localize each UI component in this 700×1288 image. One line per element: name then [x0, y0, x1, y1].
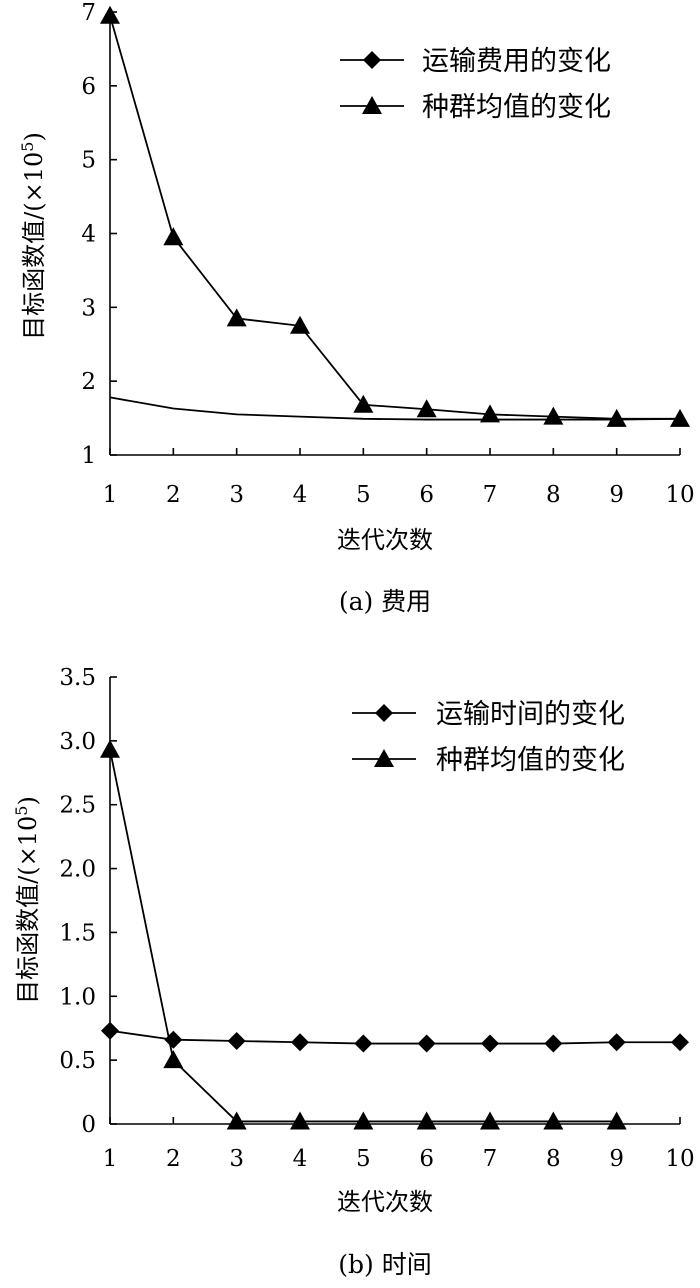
- series-1-point: [417, 1034, 436, 1053]
- series-1-point: [607, 1033, 626, 1052]
- x-tick-label: 4: [293, 482, 308, 508]
- legend-diamond-marker: [375, 704, 393, 722]
- x-tick-label: 2: [166, 482, 181, 508]
- series-2-point: [480, 1111, 500, 1130]
- y-tick-label: 0: [81, 1112, 96, 1138]
- x-axis-label: 迭代次数: [337, 1188, 433, 1216]
- series-2-point: [163, 227, 184, 246]
- series-1: [109, 396, 681, 421]
- x-tick-label: 2: [166, 1146, 181, 1172]
- x-tick-label: 10: [665, 1146, 694, 1172]
- x-tick-label: 6: [419, 482, 434, 508]
- x-tick-label: 9: [609, 482, 624, 508]
- legend-diamond-marker: [363, 51, 381, 69]
- legend-entry: 种群均值的变化: [422, 92, 611, 123]
- x-tick-label: 9: [609, 1146, 624, 1172]
- series-1-line: [109, 1029, 680, 1045]
- series-2-line: [109, 15, 680, 420]
- series-2-point: [543, 406, 564, 425]
- chart-caption: (a) 费用: [339, 587, 431, 616]
- series-2-point: [353, 1111, 374, 1130]
- series-2-point: [226, 1111, 247, 1130]
- y-axis-label-close: ): [20, 132, 48, 141]
- y-axis-label: 目标函数值/(×105): [18, 132, 48, 340]
- legend-entry: 运输费用的变化: [422, 46, 611, 77]
- y-axis-label: 目标函数值/(×105): [12, 796, 42, 1004]
- x-tick-label: 7: [483, 1146, 498, 1172]
- y-tick-label: 6: [81, 74, 96, 100]
- y-axis-label-exponent: 5: [18, 142, 37, 152]
- series-1-point: [227, 1031, 246, 1050]
- legend-entry: 种群均值的变化: [436, 745, 625, 776]
- series-2-point: [226, 308, 247, 327]
- chart-caption: (b) 时间: [338, 1250, 431, 1279]
- y-tick-label: 3.0: [59, 729, 96, 755]
- x-tick-label: 7: [483, 482, 498, 508]
- series-1-line: [109, 396, 681, 421]
- series-1-point: [101, 1021, 119, 1040]
- series-2: [100, 5, 690, 427]
- y-tick-label: 2: [81, 369, 96, 395]
- y-tick-label: 3: [81, 295, 96, 321]
- series-2-point: [290, 315, 310, 334]
- series-2-point: [163, 1050, 184, 1069]
- y-tick-label: 4: [81, 222, 96, 248]
- y-tick-label: 5: [81, 148, 96, 174]
- series-1-point: [354, 1034, 373, 1053]
- x-tick-label: 3: [229, 482, 244, 508]
- series-2-point: [416, 1111, 437, 1130]
- series-2-point: [100, 5, 120, 24]
- series-1-point: [291, 1033, 309, 1052]
- series-2-point: [606, 1111, 627, 1130]
- x-tick-label: 3: [229, 1146, 244, 1172]
- legend-triangle-marker: [374, 749, 394, 767]
- x-tick-label: 4: [293, 1146, 308, 1172]
- x-tick-label: 1: [103, 482, 118, 508]
- y-tick-label: 2.5: [59, 793, 96, 819]
- y-tick-label: 1: [81, 443, 96, 469]
- y-tick-label: 2.0: [59, 857, 96, 883]
- y-tick-label: 0.5: [59, 1048, 96, 1074]
- chart-2: 0 0.5 1.0 1.5 2.0 2.5 3.0 3.5 1 2 3 4 5 6 7 8 9 10 运输时间的变化…: [12, 665, 695, 1279]
- series-2: [100, 739, 627, 1130]
- series-2-line: [109, 749, 617, 1123]
- x-axis-label: 迭代次数: [337, 526, 433, 554]
- chart-1: 1 2 3 4 5 6 7 1 2 3 4 5 6 7 8 9 10 运输费用的变化种群均值的变化目标函数值/(×…: [18, 0, 695, 616]
- legend-entry: 运输时间的变化: [436, 699, 625, 730]
- series-2-point: [670, 408, 690, 427]
- series-2-point: [416, 399, 437, 418]
- series-1-point: [481, 1034, 499, 1053]
- series-2-point: [543, 1111, 564, 1130]
- series-2-point: [290, 1111, 310, 1130]
- y-tick-label: 1.5: [59, 920, 96, 946]
- series-2-point: [606, 408, 627, 427]
- y-axis-label-close: ): [14, 796, 42, 805]
- y-tick-label: 7: [81, 0, 96, 26]
- series-1: [101, 1021, 689, 1053]
- series-2-point: [480, 404, 500, 423]
- series-2-point: [353, 394, 374, 413]
- y-axis-label-exponent: 5: [12, 806, 31, 816]
- x-tick-label: 6: [419, 1146, 434, 1172]
- series-1-point: [544, 1034, 563, 1053]
- y-axis-label-main: 目标函数值/(×10: [20, 152, 48, 340]
- x-tick-label: 8: [546, 482, 561, 508]
- y-tick-label: 3.5: [59, 665, 96, 691]
- series-2-point: [100, 739, 120, 758]
- x-tick-label: 8: [546, 1146, 561, 1172]
- x-tick-label: 5: [356, 482, 371, 508]
- y-axis-label-main: 目标函数值/(×10: [14, 816, 42, 1004]
- y-tick-label: 1.0: [59, 984, 96, 1010]
- x-tick-label: 1: [103, 1146, 118, 1172]
- legend-triangle-marker: [362, 96, 382, 114]
- x-tick-label: 10: [665, 482, 694, 508]
- series-1-point: [671, 1033, 689, 1052]
- x-tick-label: 5: [356, 1146, 371, 1172]
